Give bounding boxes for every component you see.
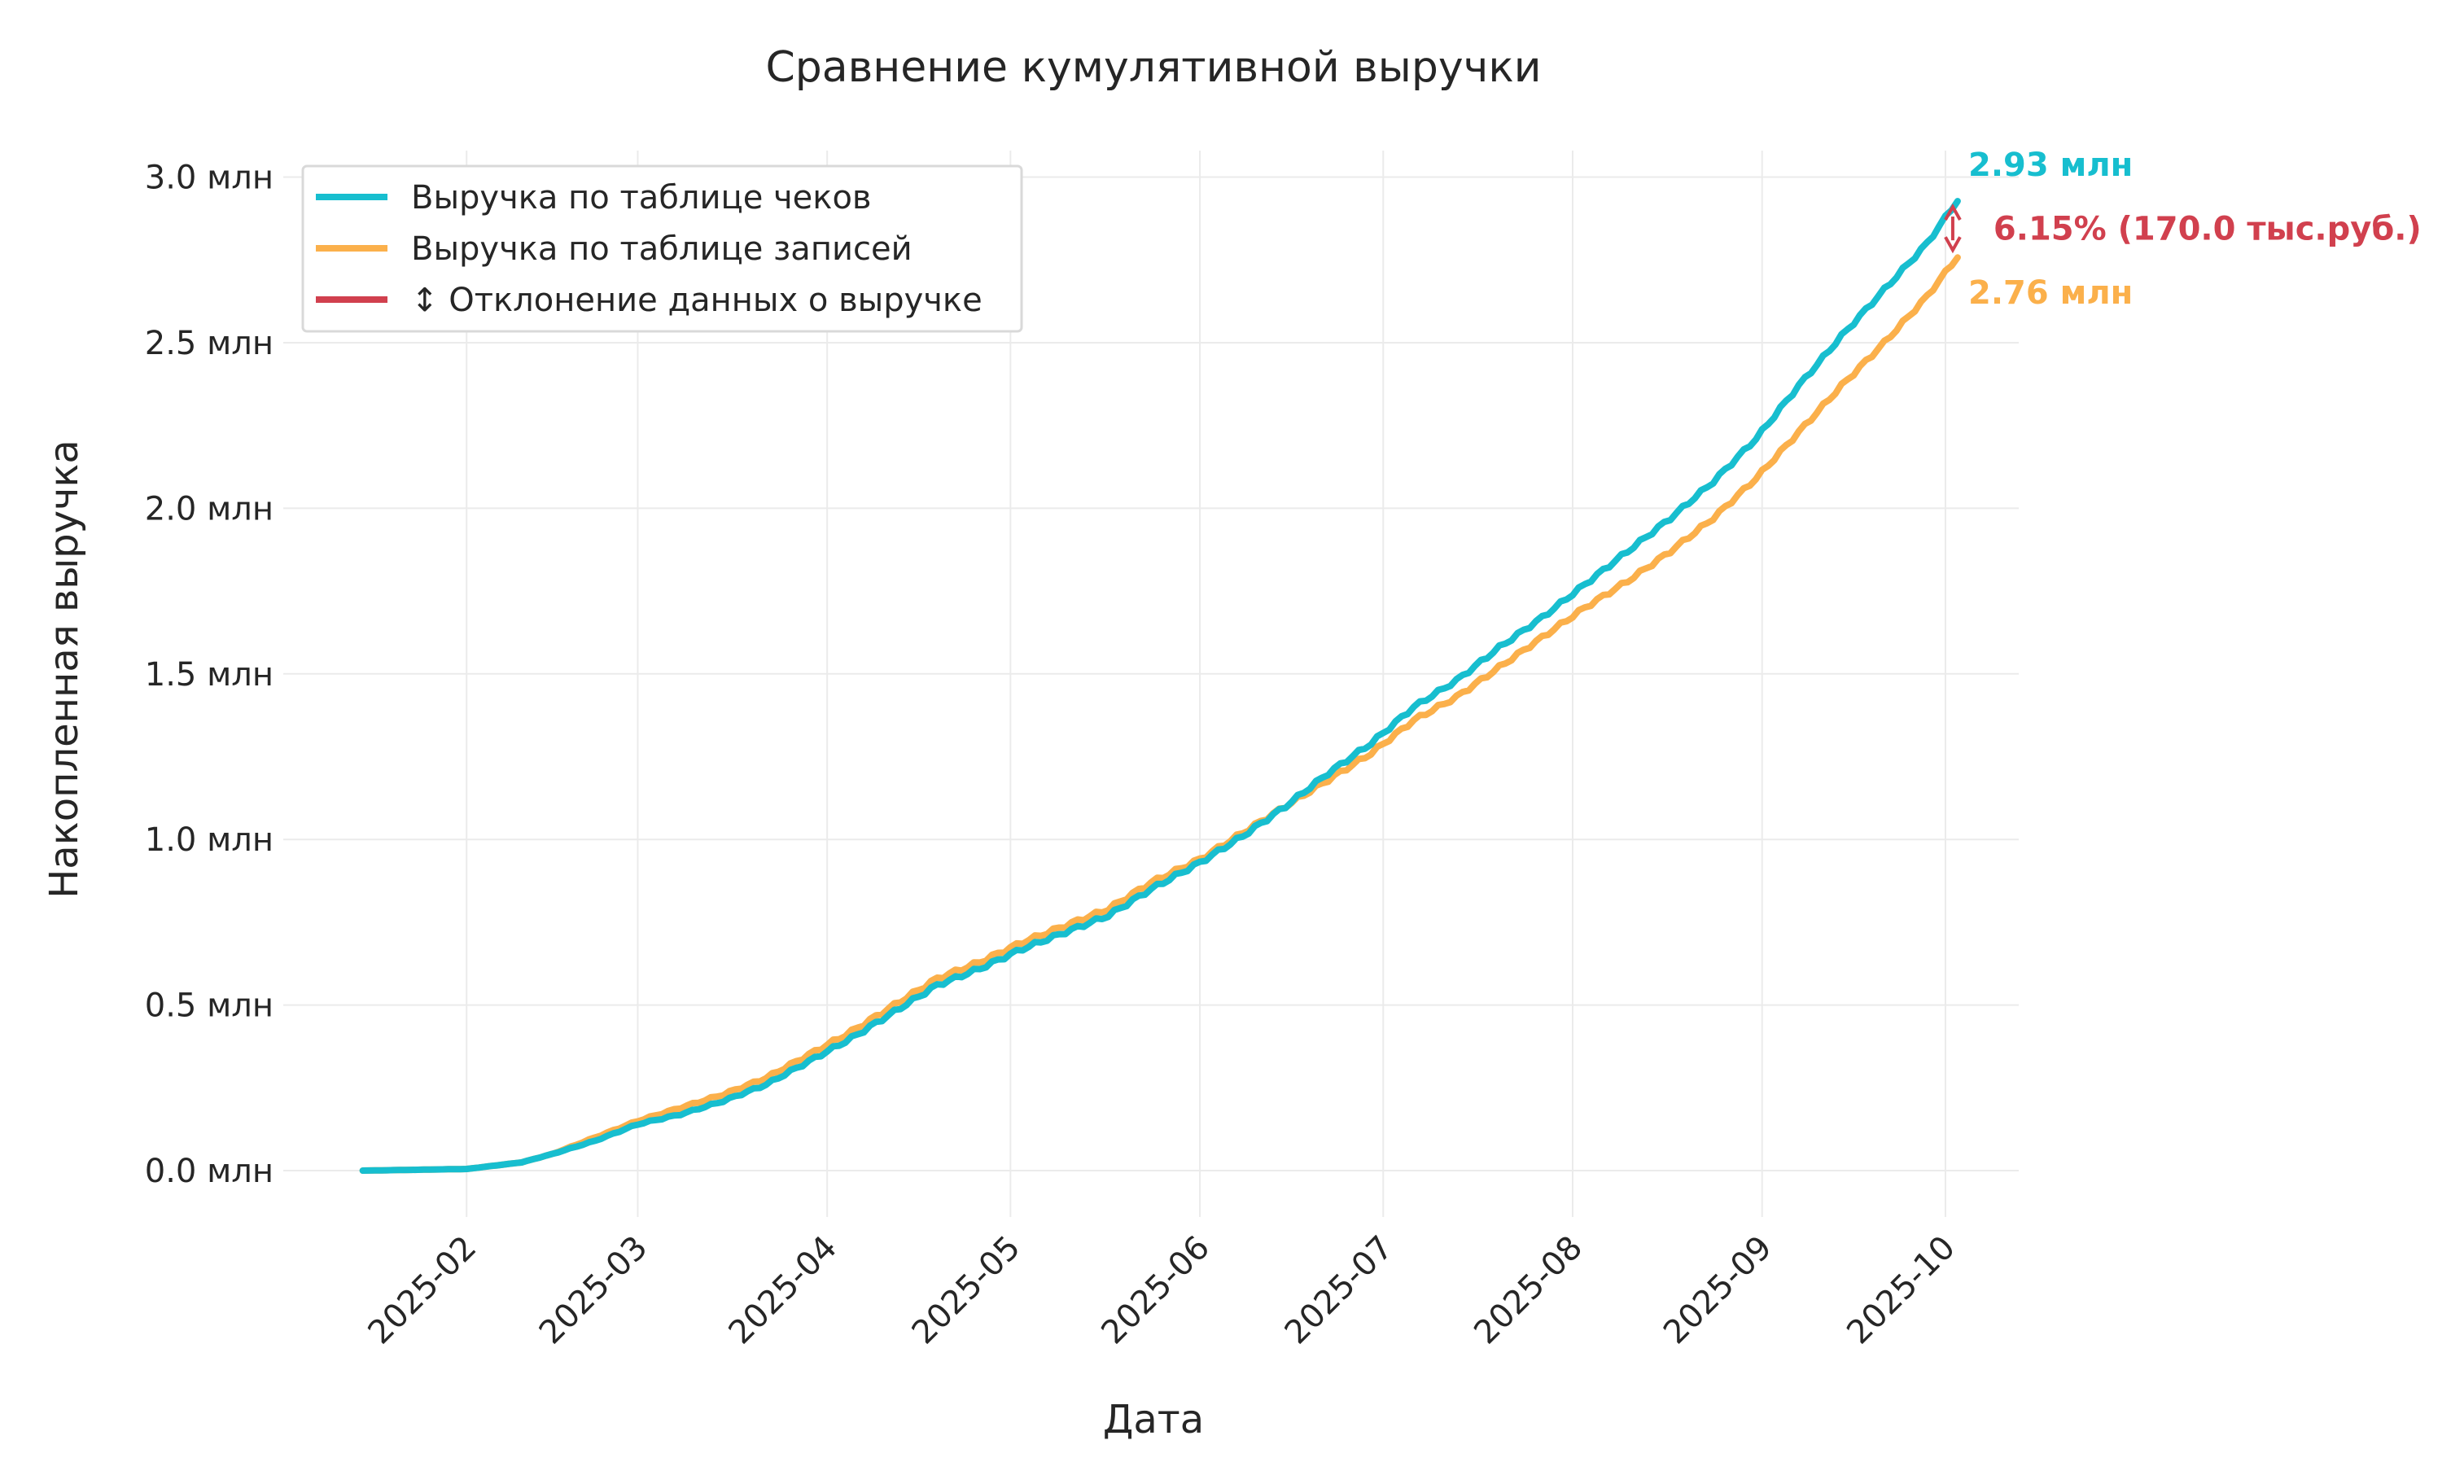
x-tick-label: 2025-03 — [532, 1229, 655, 1352]
deviation-arrow-head-up — [1944, 203, 1962, 221]
legend-label: ↕ Отклонение данных о выручке — [411, 282, 983, 319]
x-tick-label: 2025-06 — [1094, 1229, 1217, 1352]
series-lines — [359, 198, 1961, 1174]
x-tick-label: 2025-09 — [1657, 1229, 1779, 1352]
end-value-label: 2.76 млн — [1968, 274, 2133, 312]
series-line — [359, 198, 1961, 1174]
legend-box — [301, 164, 1023, 333]
y-tick-label: 1.5 млн — [145, 656, 274, 694]
deviation-label: 6.15% (170.0 тыс.руб.) — [1994, 211, 2422, 248]
x-tick-label: 2025-08 — [1467, 1229, 1590, 1352]
y-axis-label: Накопленная выручка — [42, 440, 87, 899]
series-line — [359, 254, 1961, 1174]
x-axis-ticks: 2025-02 2025-03 2025-04 2025-05 2025-06 2025-… — [361, 1229, 1963, 1352]
x-tick-label: 2025-05 — [905, 1229, 1028, 1352]
x-tick-label: 2025-07 — [1278, 1229, 1401, 1352]
y-tick-label: 3.0 млн — [145, 160, 274, 197]
y-tick-label: 0.0 млн — [145, 1153, 274, 1190]
x-tick-label: 2025-02 — [361, 1229, 484, 1352]
x-tick-label: 2025-04 — [721, 1229, 844, 1352]
x-axis-label: Дата — [1103, 1397, 1204, 1442]
y-tick-label: 2.5 млн — [145, 325, 274, 362]
legend: Выручка по таблице чеков Выручка по табли… — [301, 164, 1023, 333]
y-tick-label: 1.0 млн — [145, 821, 274, 859]
y-axis-ticks: 0.0 млн 0.5 млн 1.0 млн 1.5 млн 2.0 млн 2.5 м… — [145, 160, 274, 1190]
y-tick-label: 0.5 млн — [145, 987, 274, 1025]
end-value-label: 2.93 млн — [1968, 147, 2133, 184]
end-labels: 2.93 млн 2.76 млн — [1968, 147, 2133, 312]
deviation-arrow-head-down — [1944, 236, 1962, 254]
y-tick-label: 2.0 млн — [145, 490, 274, 527]
deviation-marker: 6.15% (170.0 тыс.руб.) — [1944, 203, 2422, 254]
x-tick-label: 2025-10 — [1840, 1229, 1963, 1352]
legend-label: Выручка по таблице чеков — [411, 179, 872, 217]
chart-title: Сравнение кумулятивной выручки — [765, 43, 1541, 92]
legend-label: Выручка по таблице записей — [411, 230, 913, 268]
